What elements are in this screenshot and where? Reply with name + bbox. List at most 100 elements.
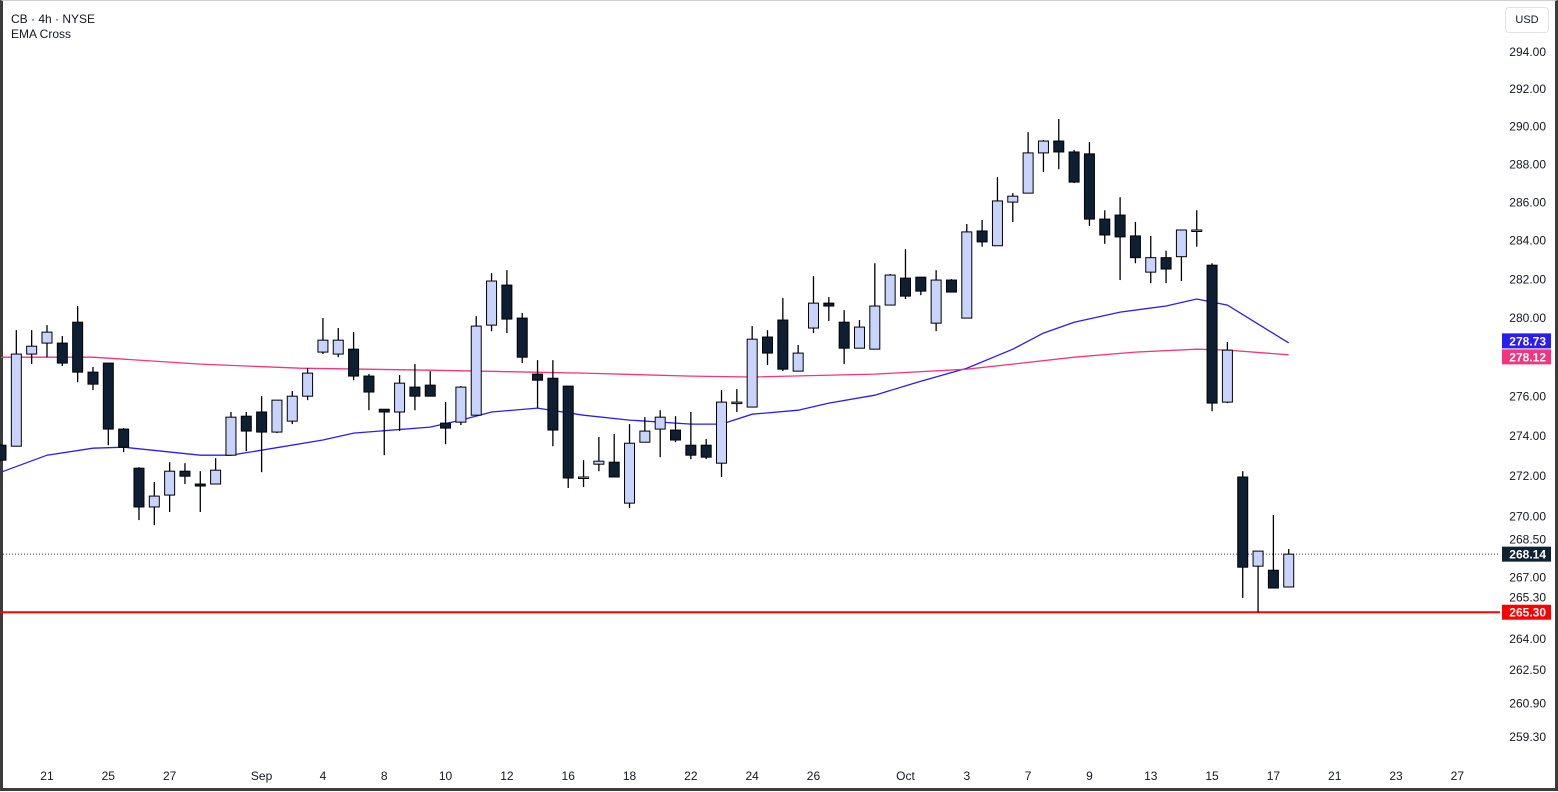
candle[interactable] [853, 320, 865, 349]
candle[interactable] [716, 390, 728, 478]
candle[interactable] [976, 220, 988, 247]
time-tick-label: 26 [807, 769, 821, 783]
candle[interactable] [838, 310, 850, 365]
candle[interactable] [670, 416, 682, 443]
candle[interactable] [915, 276, 927, 296]
candle[interactable] [930, 270, 942, 332]
candle[interactable] [302, 368, 314, 401]
candle[interactable] [363, 374, 375, 411]
candle-body-up [578, 476, 590, 480]
candle[interactable] [823, 297, 835, 322]
candle[interactable] [133, 467, 145, 521]
ema-fast-line[interactable] [0, 298, 1290, 473]
candle[interactable] [1129, 221, 1141, 264]
candle[interactable] [562, 385, 574, 489]
time-axis[interactable]: 21 25 27 Sep 4 8 10 12 16 18 22 24 26 Oct 3 7 9 13 15 17 21 2… [40, 769, 1464, 783]
candle[interactable] [10, 330, 22, 447]
candle[interactable] [731, 389, 743, 413]
symbol-title[interactable]: CB · 4h · NYSE [11, 12, 96, 26]
candle[interactable] [547, 360, 559, 447]
candle[interactable] [1145, 235, 1157, 284]
candle[interactable] [1068, 150, 1080, 184]
candle[interactable] [1022, 132, 1034, 194]
candle[interactable] [1237, 471, 1249, 598]
candle[interactable] [746, 326, 758, 408]
candle[interactable] [700, 439, 712, 460]
candle[interactable] [56, 336, 68, 367]
candle[interactable] [578, 460, 590, 488]
candle[interactable] [102, 362, 114, 446]
candle[interactable] [225, 412, 237, 456]
candle[interactable] [991, 177, 1003, 247]
candle[interactable] [240, 412, 252, 452]
candle[interactable] [884, 274, 896, 306]
candle-body-down [547, 377, 559, 431]
candle[interactable] [945, 279, 957, 293]
candle-body-down [1129, 235, 1141, 259]
candle[interactable] [210, 458, 222, 485]
candle[interactable] [118, 428, 130, 453]
candle[interactable] [639, 417, 651, 443]
candle[interactable] [1252, 550, 1264, 613]
candle[interactable] [470, 316, 482, 416]
candle[interactable] [593, 437, 605, 472]
candle[interactable] [1037, 140, 1049, 173]
candle[interactable] [87, 367, 99, 391]
candle[interactable] [286, 391, 298, 425]
candle[interactable] [41, 325, 53, 358]
candle[interactable] [486, 273, 498, 332]
candle[interactable] [869, 263, 881, 350]
candle[interactable] [899, 249, 911, 300]
candle[interactable] [424, 371, 436, 397]
candle-body-down [256, 411, 268, 433]
candle[interactable] [455, 386, 467, 426]
candle[interactable] [624, 424, 636, 508]
candle[interactable] [654, 410, 666, 458]
candle-body-up [807, 302, 819, 329]
candle[interactable] [961, 224, 973, 319]
candle[interactable] [317, 318, 329, 355]
candle[interactable] [1083, 141, 1095, 226]
candle[interactable] [501, 270, 513, 334]
candle[interactable] [1114, 197, 1126, 281]
candle-body-up [332, 339, 344, 355]
candle[interactable] [256, 396, 268, 473]
candle[interactable] [26, 330, 38, 365]
candle[interactable] [179, 463, 191, 485]
price-axis[interactable]: 294.00 292.00 290.00 288.00 286.00 284.00 282.… [1509, 45, 1546, 744]
candle[interactable] [1007, 193, 1019, 222]
candle[interactable] [1221, 342, 1233, 404]
candle[interactable] [409, 364, 421, 411]
candle[interactable] [194, 471, 206, 513]
candle[interactable] [807, 276, 819, 334]
candle[interactable] [332, 328, 344, 358]
candle[interactable] [164, 462, 176, 513]
candle[interactable] [1175, 229, 1187, 282]
currency-button[interactable]: USD [1505, 7, 1549, 33]
candle[interactable] [1053, 119, 1065, 170]
candle[interactable] [1099, 210, 1111, 244]
candle[interactable] [1206, 263, 1218, 412]
candle[interactable] [792, 345, 804, 372]
candle[interactable] [1283, 549, 1295, 588]
candle[interactable] [685, 412, 697, 460]
candle[interactable] [148, 482, 160, 526]
candle[interactable] [516, 313, 528, 364]
candle[interactable] [72, 306, 84, 383]
candle[interactable] [440, 402, 452, 445]
candle[interactable] [271, 399, 283, 434]
candle[interactable] [532, 360, 544, 409]
candle[interactable] [1160, 250, 1172, 284]
candle[interactable] [762, 330, 773, 366]
candle[interactable] [0, 444, 7, 461]
candle[interactable] [378, 408, 390, 456]
candle[interactable] [1267, 515, 1279, 589]
indicator-label[interactable]: EMA Cross [11, 27, 72, 41]
candle[interactable] [777, 298, 789, 372]
candle[interactable] [608, 434, 620, 478]
ema-slow-line[interactable] [1, 348, 1289, 378]
candle[interactable] [1191, 210, 1203, 247]
candle[interactable] [394, 375, 406, 432]
candle[interactable] [348, 332, 360, 381]
